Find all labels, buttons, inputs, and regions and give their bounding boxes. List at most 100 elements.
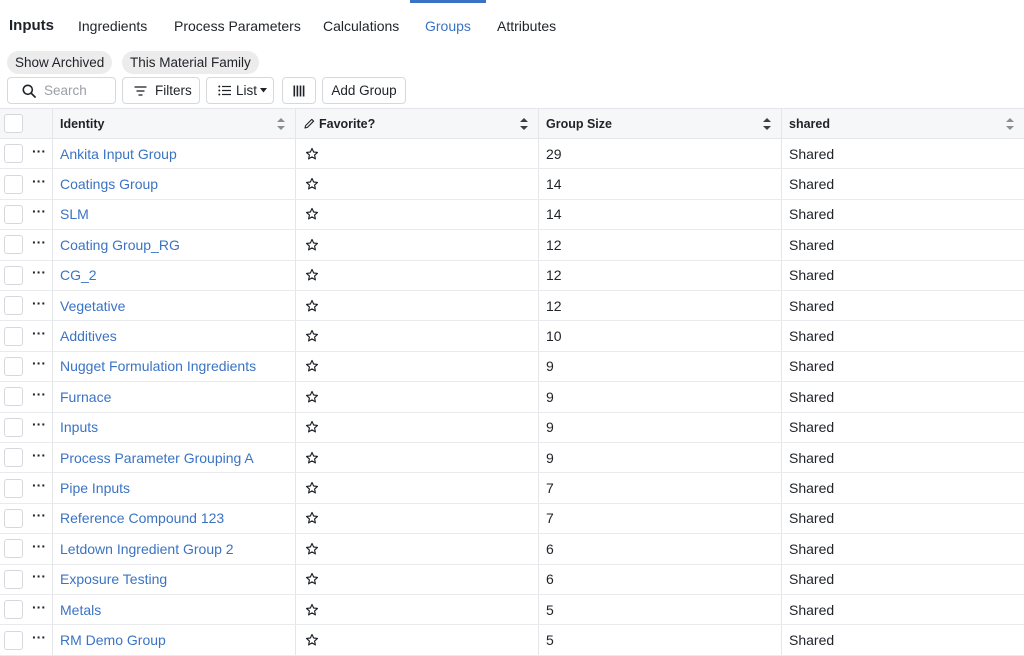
filters-button[interactable]: Filters	[122, 77, 200, 104]
more-actions-icon[interactable]: ···	[32, 477, 46, 494]
more-actions-icon[interactable]: ···	[32, 233, 46, 250]
group-name-link[interactable]: Letdown Ingredient Group 2	[60, 540, 234, 557]
more-actions-icon[interactable]: ···	[32, 537, 46, 554]
row-checkbox[interactable]	[3, 630, 23, 650]
select-all-checkbox[interactable]	[3, 114, 23, 133]
star-icon[interactable]	[305, 481, 319, 495]
sort-icon[interactable]	[277, 118, 285, 130]
row-checkbox[interactable]	[3, 144, 23, 164]
more-actions-icon[interactable]: ···	[32, 264, 46, 281]
row-checkbox[interactable]	[3, 265, 23, 285]
favorite-cell	[295, 199, 538, 230]
favorite-cell	[295, 412, 538, 442]
group-name-link[interactable]: CG_2	[60, 267, 97, 284]
group-name-link[interactable]: SLM	[60, 206, 89, 223]
row-checkbox[interactable]	[3, 235, 23, 255]
sort-icon[interactable]	[763, 118, 771, 130]
tab-calculations[interactable]: Calculations	[323, 18, 400, 34]
row-checkbox[interactable]	[3, 356, 23, 376]
star-icon[interactable]	[305, 147, 319, 161]
sort-icon[interactable]	[1006, 118, 1014, 130]
row-checkbox[interactable]	[3, 387, 23, 407]
columns-button[interactable]	[282, 77, 316, 104]
row-checkbox[interactable]	[3, 600, 23, 620]
more-actions-icon[interactable]: ···	[32, 203, 46, 220]
more-actions-icon[interactable]: ···	[32, 294, 46, 311]
star-icon[interactable]	[305, 633, 319, 647]
group-name-link[interactable]: Process Parameter Grouping A	[60, 449, 254, 466]
favorite-header[interactable]: Favorite?	[295, 109, 538, 138]
sort-icon[interactable]	[520, 118, 528, 130]
star-icon[interactable]	[305, 511, 319, 525]
more-actions-icon[interactable]: ···	[32, 355, 46, 372]
star-icon[interactable]	[305, 268, 319, 282]
identity-header[interactable]: Identity	[52, 109, 295, 138]
group-name-link[interactable]: Furnace	[60, 388, 112, 405]
row-checkbox[interactable]	[3, 448, 23, 468]
star-icon[interactable]	[305, 329, 319, 343]
shared-cell: Shared	[781, 199, 1024, 230]
group-name-link[interactable]: Additives	[60, 328, 117, 345]
row-checkbox[interactable]	[3, 539, 23, 559]
add-group-button[interactable]: Add Group	[322, 77, 406, 104]
tab-attributes[interactable]: Attributes	[497, 18, 557, 34]
identity-cell: CG_2	[52, 260, 295, 290]
more-actions-icon[interactable]: ···	[32, 507, 46, 524]
more-actions-icon[interactable]: ···	[32, 568, 46, 585]
group-name-link[interactable]: Pipe Inputs	[60, 480, 131, 497]
row-checkbox[interactable]	[3, 296, 23, 316]
row-checkbox[interactable]	[3, 417, 23, 437]
group-name-link[interactable]: Coatings Group	[60, 176, 159, 193]
star-icon[interactable]	[305, 299, 319, 313]
shared-cell: Shared	[781, 260, 1024, 290]
star-icon[interactable]	[305, 207, 319, 221]
group-name-link[interactable]: Vegetative	[60, 297, 126, 314]
star-icon[interactable]	[305, 603, 319, 617]
view-mode-dropdown[interactable]: List	[206, 77, 274, 104]
shared-header[interactable]: shared	[781, 109, 1024, 138]
tab-groups[interactable]: Groups	[410, 0, 486, 48]
more-actions-icon[interactable]: ···	[32, 142, 46, 159]
more-actions-icon[interactable]: ···	[32, 446, 46, 463]
group-name-link[interactable]: Exposure Testing	[60, 571, 168, 588]
star-icon[interactable]	[305, 359, 319, 373]
search-box[interactable]	[7, 77, 116, 104]
row-checkbox[interactable]	[3, 569, 23, 589]
group-name-link[interactable]: Ankita Input Group	[60, 145, 177, 162]
group-name-link[interactable]: Metals	[60, 601, 102, 618]
group-size-cell: 9	[538, 351, 781, 382]
shared-cell: Shared	[781, 382, 1024, 412]
more-actions-icon[interactable]: ···	[32, 385, 46, 402]
tab-process-parameters[interactable]: Process Parameters	[174, 18, 301, 34]
group-name-link[interactable]: Nugget Formulation Ingredients	[60, 358, 257, 375]
group-name-link[interactable]: Inputs	[60, 419, 99, 436]
search-input[interactable]	[44, 83, 114, 98]
tab-ingredients[interactable]: Ingredients	[78, 18, 148, 34]
row-checkbox[interactable]	[3, 508, 23, 528]
group-name-link[interactable]: Reference Compound 123	[60, 510, 225, 527]
group-size-header[interactable]: Group Size	[538, 109, 781, 138]
star-icon[interactable]	[305, 542, 319, 556]
shared-cell: Shared	[781, 412, 1024, 442]
tab-inputs[interactable]: Inputs	[9, 17, 54, 34]
material-family-toggle[interactable]: This Material Family	[122, 51, 259, 74]
row-checkbox[interactable]	[3, 204, 23, 224]
show-archived-toggle[interactable]: Show Archived	[7, 51, 113, 74]
more-actions-icon[interactable]: ···	[32, 416, 46, 433]
more-actions-icon[interactable]: ···	[32, 325, 46, 342]
row-checkbox[interactable]	[3, 326, 23, 346]
group-name-link[interactable]: Coating Group_RG	[60, 236, 180, 253]
more-actions-icon[interactable]: ···	[32, 598, 46, 615]
star-icon[interactable]	[305, 390, 319, 404]
star-icon[interactable]	[305, 177, 319, 191]
more-actions-icon[interactable]: ···	[32, 629, 46, 646]
identity-cell: Ankita Input Group	[52, 139, 295, 169]
row-checkbox[interactable]	[3, 174, 23, 194]
group-name-link[interactable]: RM Demo Group	[60, 632, 166, 649]
star-icon[interactable]	[305, 238, 319, 252]
star-icon[interactable]	[305, 420, 319, 434]
star-icon[interactable]	[305, 572, 319, 586]
row-checkbox[interactable]	[3, 478, 23, 498]
star-icon[interactable]	[305, 451, 319, 465]
more-actions-icon[interactable]: ···	[32, 173, 46, 190]
